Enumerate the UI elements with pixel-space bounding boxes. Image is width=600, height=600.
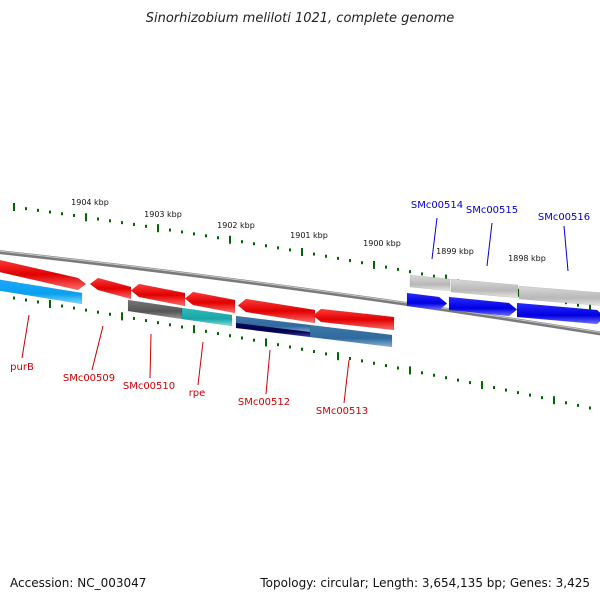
gene-feature-SMc00515-upper[interactable]	[450, 278, 519, 299]
gene-feature-SMc00513-inner[interactable]	[309, 324, 393, 348]
gene-leader-line	[431, 217, 438, 260]
gene-feature-SMc00515[interactable]	[448, 296, 518, 317]
gene-label-SMc00509[interactable]: SMc00509	[63, 373, 115, 384]
gene-feature-rpe-inner[interactable]	[181, 307, 233, 327]
ruler-label: 1903 kbp	[144, 210, 182, 219]
gene-leader-line	[197, 341, 204, 386]
ruler-ticks-inner	[13, 296, 591, 410]
map-title: Sinorhizobium meliloti 1021, complete ge…	[146, 11, 455, 26]
gene-feature-rpe[interactable]	[184, 291, 236, 314]
gene-feature-SMc00510[interactable]	[130, 283, 186, 307]
gene-leader-line	[265, 349, 271, 395]
gene-leader-line	[563, 225, 569, 272]
accession-text: Accession: NC_003047	[10, 576, 147, 590]
ruler-label: 1901 kbp	[290, 231, 328, 240]
gene-feature-purB-inner[interactable]	[0, 279, 83, 305]
gene-label-SMc00514[interactable]: SMc00514	[411, 200, 463, 211]
gene-feature-SMc00516[interactable]	[516, 302, 600, 325]
gene-label-rpe[interactable]: rpe	[189, 388, 206, 399]
gene-feature-SMc00514-upper[interactable]	[409, 274, 451, 292]
ruler-label: 1900 kbp	[363, 239, 401, 248]
gene-label-SMc00510[interactable]: SMc00510	[123, 381, 175, 392]
gene-feature-SMc00513[interactable]	[312, 308, 395, 331]
ruler-label: 1904 kbp	[71, 198, 109, 207]
gene-labels: purB SMc00509 SMc00510 rpe SMc00512 SMc00513 S…	[10, 200, 590, 417]
gene-leader-line	[149, 333, 152, 379]
gene-label-SMc00515[interactable]: SMc00515	[466, 205, 518, 216]
gene-feature-purB[interactable]	[0, 259, 87, 291]
gene-label-SMc00513[interactable]: SMc00513	[316, 406, 368, 417]
gene-label-purB[interactable]: purB	[10, 362, 34, 373]
gene-leader-line	[91, 325, 104, 371]
gene-leader-line	[21, 314, 30, 359]
gene-feature-SMc00514[interactable]	[406, 292, 448, 311]
gene-label-SMc00512[interactable]: SMc00512	[238, 397, 290, 408]
gene-leader-line	[486, 222, 493, 267]
ruler-label: 1899 kbp	[436, 247, 474, 256]
genome-backbone	[0, 250, 600, 336]
gene-leader-line	[343, 359, 350, 404]
ruler-label: 1898 kbp	[508, 254, 546, 263]
ruler-label: 1902 kbp	[217, 221, 255, 230]
gene-features	[0, 259, 600, 348]
genome-backbone-highlight	[0, 250, 600, 333]
gene-feature-SMc00512[interactable]	[237, 298, 316, 324]
genome-summary-text: Topology: circular; Length: 3,654,135 bp…	[260, 576, 590, 590]
gene-label-SMc00516[interactable]: SMc00516	[538, 212, 590, 223]
gene-feature-SMc00516-upper[interactable]	[518, 285, 600, 306]
ruler-labels: 1904 kbp 1903 kbp 1902 kbp 1901 kbp 1900 kbp…	[71, 198, 546, 263]
gene-feature-SMc00509[interactable]	[89, 277, 132, 300]
